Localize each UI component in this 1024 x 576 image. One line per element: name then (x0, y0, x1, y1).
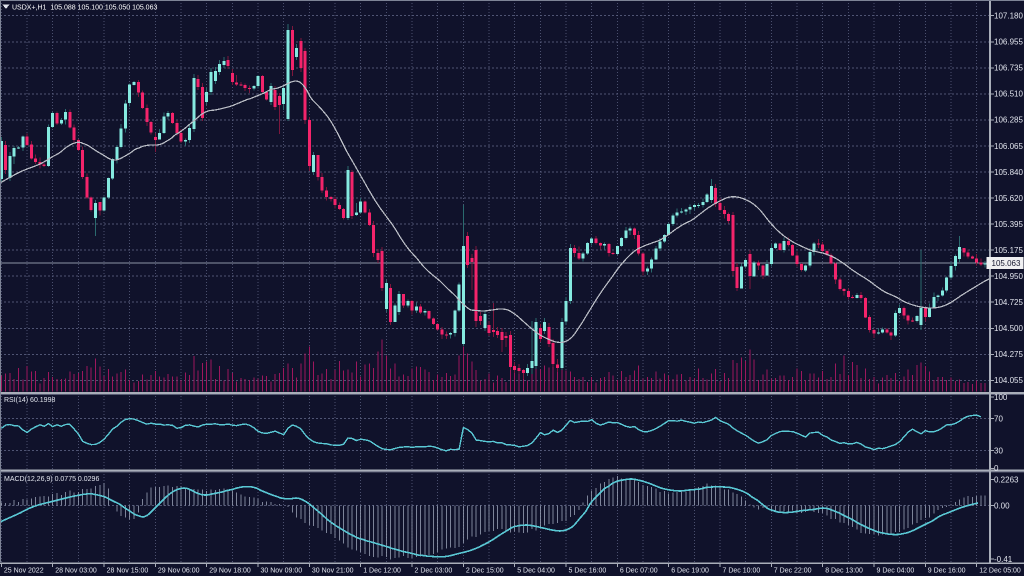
svg-text:107.180: 107.180 (994, 12, 1023, 21)
svg-text:29 Nov 06:00: 29 Nov 06:00 (158, 568, 200, 575)
svg-text:106.510: 106.510 (994, 90, 1023, 99)
svg-text:RSI(14) 60.1998: RSI(14) 60.1998 (4, 397, 55, 404)
svg-text:100: 100 (994, 393, 1008, 402)
svg-text:104.055: 104.055 (994, 376, 1023, 385)
svg-text:6 Dec 07:00: 6 Dec 07:00 (620, 568, 658, 575)
svg-text:-0.41: -0.41 (994, 555, 1013, 564)
svg-text:8 Dec 13:00: 8 Dec 13:00 (825, 568, 863, 575)
svg-text:0: 0 (994, 464, 999, 473)
svg-text:106.065: 106.065 (994, 142, 1023, 151)
svg-text:30: 30 (994, 446, 1003, 455)
svg-text:2 Dec 03:00: 2 Dec 03:00 (415, 568, 453, 575)
svg-text:105.175: 105.175 (994, 246, 1023, 255)
svg-text:0.00: 0.00 (994, 501, 1010, 510)
svg-text:5 Dec 04:00: 5 Dec 04:00 (517, 568, 555, 575)
svg-text:1 Dec 12:00: 1 Dec 12:00 (363, 568, 401, 575)
svg-text:28 Nov 03:00: 28 Nov 03:00 (55, 568, 97, 575)
svg-text:106.955: 106.955 (994, 38, 1023, 47)
svg-text:104.500: 104.500 (994, 324, 1023, 333)
svg-text:MACD(12,26,9) 0.0775 0.0296: MACD(12,26,9) 0.0775 0.0296 (4, 476, 99, 483)
svg-text:105.063: 105.063 (992, 259, 1021, 268)
svg-text:105.395: 105.395 (994, 220, 1023, 229)
svg-text:104.950: 104.950 (994, 272, 1023, 281)
svg-text:30 Nov 09:00: 30 Nov 09:00 (261, 568, 303, 575)
svg-text:28 Nov 15:00: 28 Nov 15:00 (107, 568, 149, 575)
svg-text:70: 70 (994, 414, 1003, 423)
svg-text:0.2263: 0.2263 (994, 475, 1019, 484)
svg-text:30 Nov 21:00: 30 Nov 21:00 (312, 568, 354, 575)
svg-text:105.840: 105.840 (994, 168, 1023, 177)
svg-text:104.725: 104.725 (994, 298, 1023, 307)
svg-text:2 Dec 15:00: 2 Dec 15:00 (466, 568, 504, 575)
svg-text:29 Nov 18:00: 29 Nov 18:00 (209, 568, 251, 575)
svg-text:106.735: 106.735 (994, 64, 1023, 73)
svg-text:5 Dec 16:00: 5 Dec 16:00 (569, 568, 607, 575)
svg-text:6 Dec 19:00: 6 Dec 19:00 (671, 568, 709, 575)
svg-text:105.620: 105.620 (994, 194, 1023, 203)
svg-text:7 Dec 22:00: 7 Dec 22:00 (774, 568, 812, 575)
svg-text:25 Nov 2022: 25 Nov 2022 (4, 568, 44, 575)
svg-text:USDX+,H1 105.088 105.100 105.: USDX+,H1 105.088 105.100 105.050 105.063 (12, 5, 157, 12)
svg-text:106.285: 106.285 (994, 116, 1023, 125)
svg-text:12 Dec 05:00: 12 Dec 05:00 (979, 568, 1021, 575)
svg-text:9 Dec 04:00: 9 Dec 04:00 (877, 568, 915, 575)
svg-text:9 Dec 16:00: 9 Dec 16:00 (928, 568, 966, 575)
svg-text:7 Dec 10:00: 7 Dec 10:00 (723, 568, 761, 575)
svg-text:104.275: 104.275 (994, 350, 1023, 359)
